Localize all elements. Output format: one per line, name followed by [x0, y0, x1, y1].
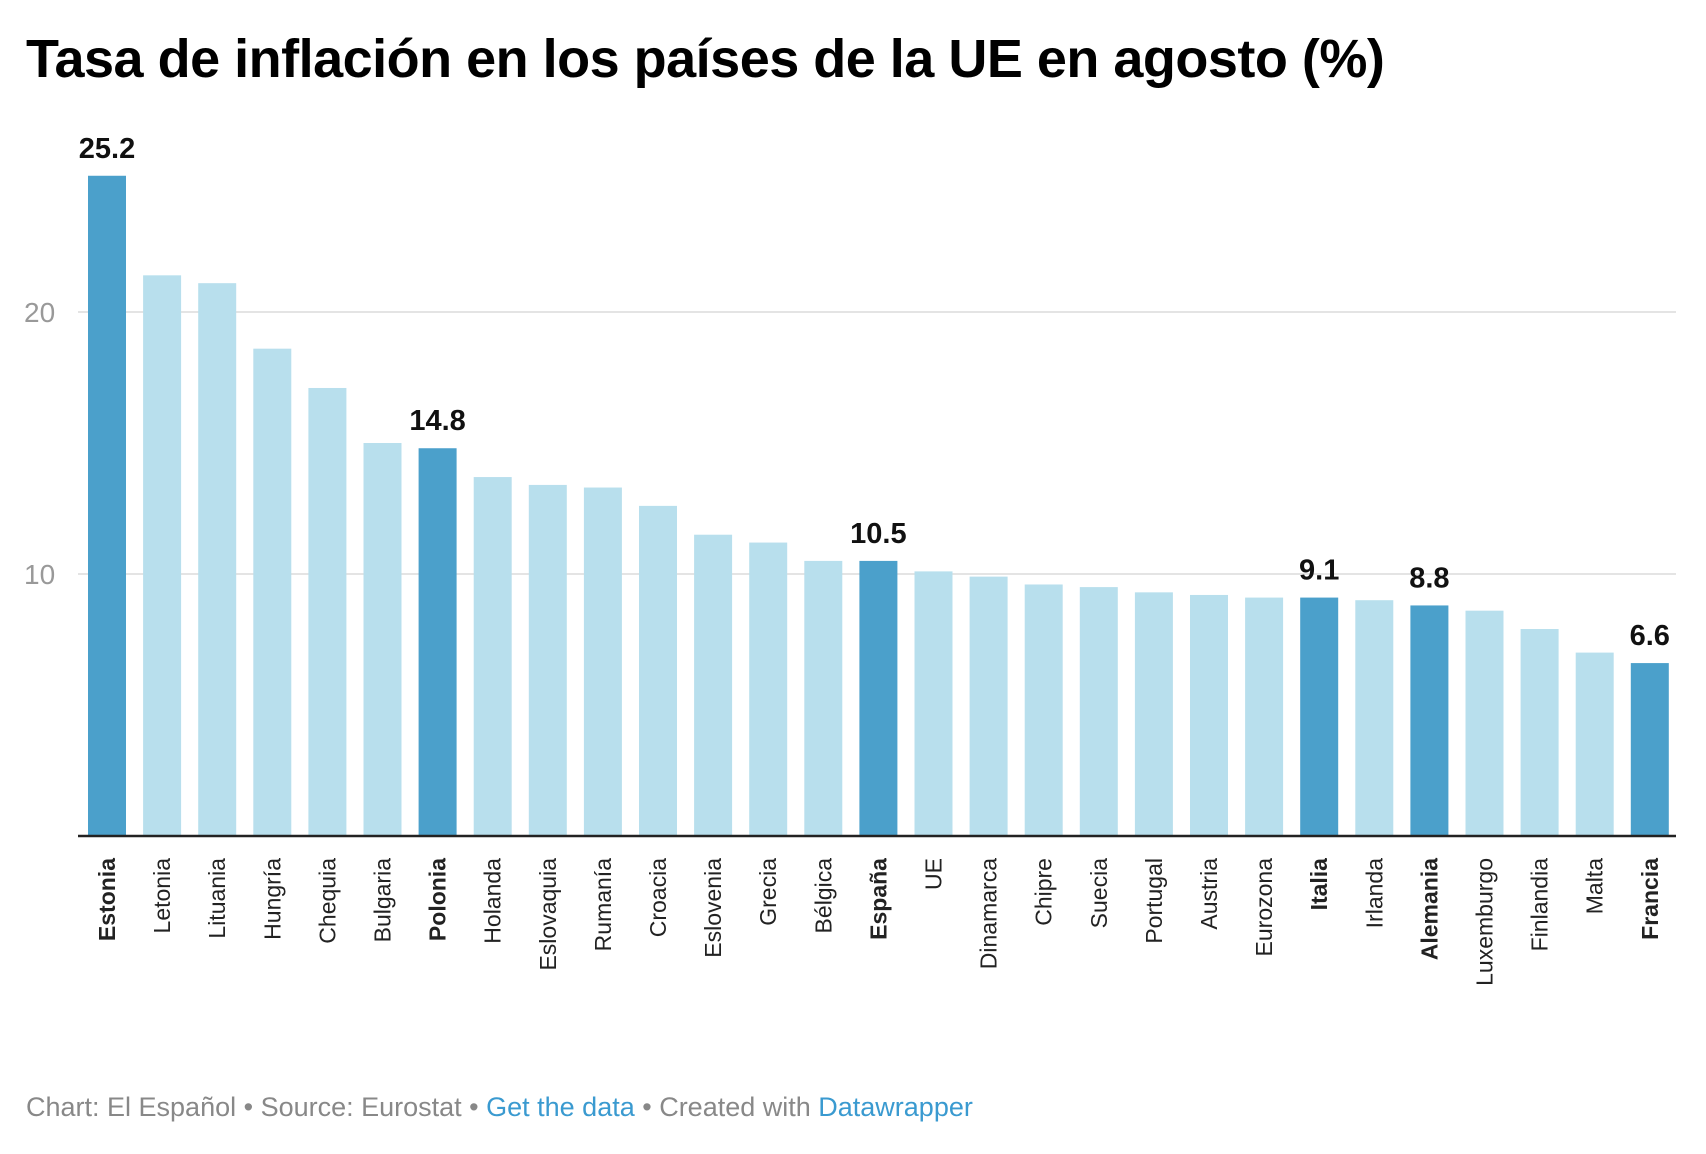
x-tick-label: Portugal: [1141, 858, 1167, 944]
bar: [1520, 629, 1559, 836]
bar: [1575, 652, 1614, 836]
y-tick-label: 10: [24, 559, 55, 590]
x-tick-label: Rumanía: [590, 858, 616, 952]
footer-credits: Chart: El Español • Source: Eurostat •: [26, 1092, 487, 1122]
x-tick-label: Estonia: [94, 858, 120, 941]
bar: [473, 477, 512, 836]
x-tick-label: Suecia: [1086, 858, 1112, 929]
data-label: 10.5: [850, 518, 906, 550]
x-tick-label: Irlanda: [1361, 858, 1387, 929]
datawrapper-link[interactable]: Datawrapper: [818, 1092, 973, 1122]
x-tick-label: Eslovaquia: [535, 858, 561, 971]
x-tick-label: Holanda: [480, 858, 506, 944]
x-tick-label: UE: [921, 858, 947, 890]
x-tick-label: Croacia: [645, 858, 671, 937]
bar: [88, 175, 126, 836]
bar: [363, 443, 402, 836]
x-tick-label: Austria: [1196, 858, 1222, 930]
bar-chart: 10 20 Estonia 25.2 Letonia Lituania Hungría Che…: [24, 133, 1676, 986]
bar: [639, 505, 677, 836]
x-tick-label: Italia: [1306, 858, 1332, 911]
data-label: 8.8: [1409, 562, 1449, 594]
bar: [143, 275, 182, 836]
bar: [1355, 600, 1394, 836]
bar: [1134, 592, 1173, 836]
bar: [1079, 587, 1118, 836]
bar: [1410, 605, 1449, 836]
x-tick-label: Malta: [1582, 858, 1608, 914]
chart-title: Tasa de inflación en los países de la UE…: [26, 29, 1385, 89]
x-tick-label: Hungría: [259, 858, 285, 940]
x-tick-label: Polonia: [425, 858, 451, 941]
data-label: 25.2: [79, 133, 135, 165]
bar: [1024, 584, 1063, 836]
bar: [914, 571, 953, 836]
x-tick-label: Bélgica: [810, 858, 836, 934]
x-tick-label: Eslovenia: [700, 858, 726, 958]
bar: [1190, 594, 1228, 836]
bar: [859, 560, 898, 836]
footer-created-with: • Created with: [634, 1092, 819, 1122]
x-tick-label: Grecia: [755, 858, 781, 926]
x-tick-label: Francia: [1637, 858, 1663, 940]
x-tick-label: España: [865, 858, 891, 940]
bar: [1465, 610, 1504, 836]
x-tick-label: Luxemburgo: [1472, 858, 1498, 986]
x-tick-label: Lituania: [204, 858, 230, 939]
bar: [1300, 597, 1339, 836]
bar: [418, 448, 457, 836]
bar: [198, 283, 237, 836]
x-tick-label: Finlandia: [1527, 858, 1553, 952]
data-label: 14.8: [409, 405, 465, 437]
bar: [694, 534, 733, 836]
bar: [583, 487, 622, 836]
bar: [1630, 663, 1669, 836]
bar: [528, 484, 567, 836]
x-tick-label: Dinamarca: [976, 858, 1002, 969]
x-tick-label: Eurozona: [1251, 858, 1277, 957]
bar: [969, 576, 1008, 836]
x-tick-label: Chipre: [1031, 858, 1057, 926]
chart-footer: Chart: El Español • Source: Eurostat • G…: [26, 1092, 973, 1123]
x-tick-label: Letonia: [149, 858, 175, 934]
get-data-link[interactable]: Get the data: [486, 1092, 635, 1122]
bar: [308, 387, 347, 836]
data-label: 9.1: [1299, 555, 1339, 587]
bar: [253, 348, 292, 836]
data-label: 6.6: [1630, 620, 1670, 652]
bar: [1245, 597, 1284, 836]
x-tick-label: Bulgaria: [370, 858, 396, 943]
bar: [804, 560, 843, 836]
x-tick-label: Alemania: [1416, 858, 1442, 960]
bar: [749, 542, 788, 836]
x-tick-label: Chequia: [314, 858, 340, 944]
y-tick-label: 20: [24, 297, 55, 328]
